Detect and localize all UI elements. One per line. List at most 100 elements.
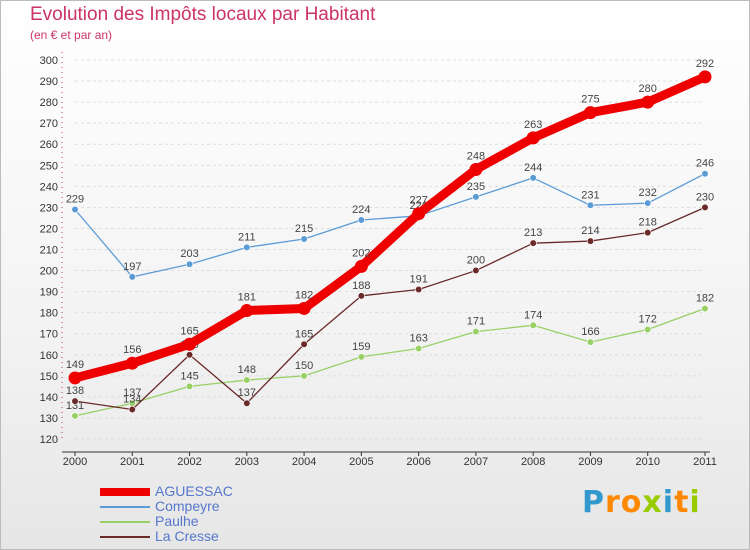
data-point-la-cresse-2000 xyxy=(71,397,79,405)
x-tick-label-0: 2000 xyxy=(63,456,87,468)
series-line-paulhe xyxy=(74,307,706,417)
data-label-compeyre-2002: 203 xyxy=(180,248,198,260)
data-label-compeyre-2008: 244 xyxy=(524,162,542,174)
x-tick-label-10: 2010 xyxy=(635,456,659,468)
x-tick-label-5: 2005 xyxy=(349,456,373,468)
data-label-paulhe-2008: 174 xyxy=(524,309,542,321)
data-point-la-cresse-2004 xyxy=(300,340,308,348)
data-point-compeyre-2008 xyxy=(529,174,537,182)
logo-letter: r xyxy=(605,485,621,520)
legend-swatch-compeyre xyxy=(100,506,150,508)
y-tick-label-5: 170 xyxy=(40,329,58,341)
y-tick-label-12: 240 xyxy=(40,181,58,193)
data-point-paulhe-2007 xyxy=(472,328,480,336)
proxiti-logo: Proxiti xyxy=(582,485,701,520)
x-tick-label-3: 2003 xyxy=(235,456,259,468)
data-label-la-cresse-2000: 138 xyxy=(66,385,84,397)
logo-letter: P xyxy=(582,485,605,520)
data-label-paulhe-2002: 145 xyxy=(180,370,198,382)
y-tick-label-4: 160 xyxy=(40,350,58,362)
x-tick-label-8: 2008 xyxy=(521,456,545,468)
data-point-aguessac-2006 xyxy=(412,207,426,221)
y-tick-label-7: 190 xyxy=(40,287,58,299)
data-label-paulhe-2004: 150 xyxy=(295,360,313,372)
data-label-aguessac-2008: 263 xyxy=(524,119,542,131)
data-point-compeyre-2001 xyxy=(128,273,136,281)
series-line-la-cresse xyxy=(74,206,706,411)
legend-item-compeyre: Compeyre xyxy=(100,498,360,514)
data-point-aguessac-2010 xyxy=(641,95,655,109)
logo-letter: x xyxy=(642,485,663,520)
y-tick-label-9: 210 xyxy=(40,245,58,257)
data-label-compeyre-2009: 231 xyxy=(581,189,599,201)
data-label-compeyre-2003: 211 xyxy=(238,231,256,243)
data-point-compeyre-2005 xyxy=(357,216,365,224)
logo-letter: t xyxy=(674,485,690,520)
data-label-paulhe-2010: 172 xyxy=(639,314,657,326)
data-label-paulhe-2006: 163 xyxy=(409,332,427,344)
data-label-paulhe-2000: 131 xyxy=(66,400,84,412)
data-label-aguessac-2010: 280 xyxy=(639,83,657,95)
x-tick-label-6: 2006 xyxy=(406,456,430,468)
data-label-aguessac-2004: 182 xyxy=(295,289,313,301)
data-point-aguessac-2002 xyxy=(183,337,197,351)
data-point-paulhe-2005 xyxy=(357,353,365,361)
data-label-la-cresse-2006: 191 xyxy=(409,274,427,286)
data-point-compeyre-2011 xyxy=(701,170,709,178)
legend-label-compeyre: Compeyre xyxy=(155,498,220,514)
data-label-compeyre-2000: 229 xyxy=(66,193,84,205)
data-point-aguessac-2004 xyxy=(297,301,311,315)
chart-subtitle: (en € et par an) xyxy=(30,28,113,42)
data-label-aguessac-2011: 292 xyxy=(696,58,714,70)
data-point-la-cresse-2003 xyxy=(243,399,251,407)
data-label-compeyre-2010: 232 xyxy=(639,187,657,199)
y-tick-label-13: 250 xyxy=(40,160,58,172)
y-tick-label-18: 300 xyxy=(40,55,58,67)
data-point-aguessac-2007 xyxy=(469,162,483,176)
data-point-aguessac-2003 xyxy=(240,304,254,318)
series-line-aguessac xyxy=(70,72,710,383)
y-tick-label-2: 140 xyxy=(40,392,58,404)
data-point-la-cresse-2001 xyxy=(128,405,136,414)
data-label-aguessac-2006: 227 xyxy=(409,195,427,207)
data-point-aguessac-2000 xyxy=(68,371,82,385)
y-tick-label-17: 290 xyxy=(40,76,58,88)
data-point-compeyre-2007 xyxy=(472,193,480,201)
data-point-la-cresse-2009 xyxy=(586,237,595,245)
data-label-compeyre-2011: 246 xyxy=(696,158,714,170)
data-label-aguessac-2007: 248 xyxy=(467,150,485,162)
data-point-compeyre-2003 xyxy=(243,243,251,251)
data-label-aguessac-2000: 149 xyxy=(66,359,84,371)
data-label-la-cresse-2004: 165 xyxy=(295,328,313,340)
data-label-paulhe-2011: 182 xyxy=(696,292,714,304)
legend-item-aguessac: AGUESSAC xyxy=(100,483,360,499)
data-point-compeyre-2000 xyxy=(71,205,79,214)
y-tick-label-16: 280 xyxy=(40,97,58,109)
legend-item-la-cresse: La Cresse xyxy=(100,528,360,544)
data-point-aguessac-2009 xyxy=(583,106,597,120)
data-point-la-cresse-2006 xyxy=(415,285,423,294)
x-tick-label-9: 2009 xyxy=(578,456,602,468)
data-point-paulhe-2009 xyxy=(586,338,595,346)
data-point-la-cresse-2011 xyxy=(701,203,709,211)
x-tick-label-2: 2002 xyxy=(177,456,201,468)
data-label-compeyre-2005: 224 xyxy=(352,204,370,216)
data-point-compeyre-2002 xyxy=(185,260,194,268)
data-label-aguessac-2009: 275 xyxy=(581,94,599,106)
x-tick-label-4: 2004 xyxy=(292,456,316,468)
data-point-aguessac-2011 xyxy=(698,70,712,84)
data-label-aguessac-2002: 165 xyxy=(180,325,198,337)
y-tick-label-1: 130 xyxy=(40,413,58,425)
data-label-compeyre-2001: 197 xyxy=(123,261,141,273)
data-point-aguessac-2008 xyxy=(526,131,540,145)
series-line-compeyre xyxy=(74,173,706,278)
legend-label-aguessac: AGUESSAC xyxy=(155,483,233,499)
data-label-aguessac-2001: 156 xyxy=(123,344,141,356)
data-label-paulhe-2009: 166 xyxy=(581,326,599,338)
data-label-aguessac-2003: 181 xyxy=(238,292,256,304)
data-label-la-cresse-2003: 137 xyxy=(238,387,256,399)
data-point-paulhe-2000 xyxy=(71,412,79,420)
data-label-la-cresse-2007: 200 xyxy=(467,255,485,267)
